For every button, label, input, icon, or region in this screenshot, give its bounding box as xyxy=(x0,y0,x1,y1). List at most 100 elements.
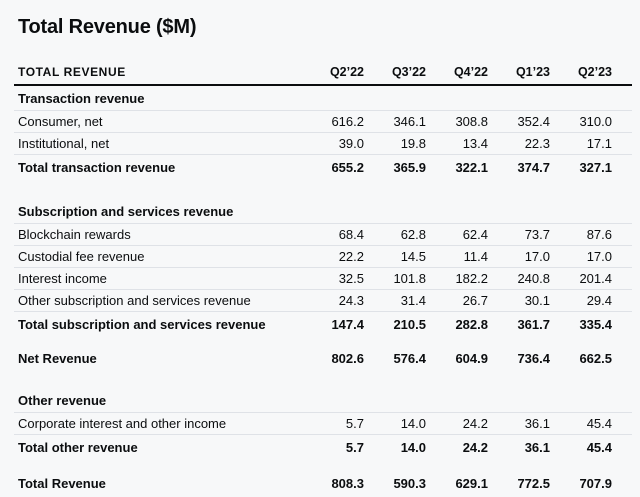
cell-value: 11.4 xyxy=(463,249,488,264)
cell-value: 308.8 xyxy=(455,114,488,129)
row-label: Blockchain rewards xyxy=(18,227,131,242)
cell-value: 629.1 xyxy=(455,475,488,491)
section-heading-label: Subscription and services revenue xyxy=(18,203,234,219)
section-spacer xyxy=(14,370,632,388)
cell-value: 22.2 xyxy=(338,249,364,264)
cell-value: 322.1 xyxy=(455,159,488,175)
cell-value: 604.9 xyxy=(455,350,488,366)
row-label: Custodial fee revenue xyxy=(18,249,145,264)
cell-value: 327.1 xyxy=(579,159,612,175)
column-header-q3-22: Q3’22 xyxy=(391,65,426,79)
cell-value: 14.0 xyxy=(400,416,426,431)
cell-value: 201.4 xyxy=(579,271,612,286)
table-row-blockchain-rewards: Blockchain rewards 68.4 62.8 62.4 73.7 8… xyxy=(14,224,632,246)
table-row-institutional-net: Institutional, net 39.0 19.8 13.4 22.3 1… xyxy=(14,133,632,155)
page-title: Total Revenue ($M) xyxy=(18,16,197,38)
cell-value: 87.6 xyxy=(586,227,612,242)
cell-value: 210.5 xyxy=(393,316,426,332)
section-heading-label: Transaction revenue xyxy=(18,90,145,106)
cell-value: 19.8 xyxy=(400,136,426,151)
cell-value: 5.7 xyxy=(345,439,364,455)
cell-value: 31.4 xyxy=(400,293,426,308)
cell-value: 655.2 xyxy=(331,159,364,175)
cell-value: 36.1 xyxy=(524,439,550,455)
cell-value: 24.2 xyxy=(462,439,488,455)
row-label: Total other revenue xyxy=(18,439,138,455)
table-row-net-revenue: Net Revenue 802.6 576.4 604.9 736.4 662.… xyxy=(14,346,632,370)
row-label: Total Revenue xyxy=(18,475,106,491)
cell-value: 772.5 xyxy=(517,475,550,491)
cell-value: 45.4 xyxy=(586,439,612,455)
row-label: Total transaction revenue xyxy=(18,159,176,175)
column-header-q1-23: Q1’23 xyxy=(515,65,550,79)
cell-value: 365.9 xyxy=(393,159,426,175)
section-heading-label: Other revenue xyxy=(18,392,107,408)
table-row-total-revenue: Total Revenue 808.3 590.3 629.1 772.5 70… xyxy=(14,471,632,495)
row-label: Interest income xyxy=(18,271,107,286)
cell-value: 17.0 xyxy=(524,249,550,264)
cell-value: 62.4 xyxy=(462,227,488,242)
section-heading-transaction-revenue: Transaction revenue xyxy=(14,86,632,111)
cell-value: 101.8 xyxy=(393,271,426,286)
cell-value: 808.3 xyxy=(331,475,364,491)
cell-value: 32.5 xyxy=(338,271,364,286)
cell-value: 68.4 xyxy=(338,227,364,242)
cell-value: 26.7 xyxy=(462,293,488,308)
cell-value: 17.1 xyxy=(586,136,612,151)
table-header-label: TOTAL REVENUE xyxy=(18,65,126,79)
cell-value: 590.3 xyxy=(393,475,426,491)
cell-value: 802.6 xyxy=(331,350,364,366)
cell-value: 310.0 xyxy=(579,114,612,129)
cell-value: 662.5 xyxy=(579,350,612,366)
cell-value: 17.0 xyxy=(586,249,612,264)
revenue-report: Total Revenue ($M) TOTAL REVENUE Q2’22 Q… xyxy=(14,0,632,495)
table-row-total-other-revenue: Total other revenue 5.7 14.0 24.2 36.1 4… xyxy=(14,435,632,459)
table-row-total-subscription-services: Total subscription and services revenue … xyxy=(14,312,632,336)
cell-value: 29.4 xyxy=(586,293,612,308)
section-spacer xyxy=(14,179,632,199)
cell-value: 240.8 xyxy=(517,271,550,286)
cell-value: 45.4 xyxy=(586,416,612,431)
cell-value: 361.7 xyxy=(517,316,550,332)
cell-value: 14.0 xyxy=(400,439,426,455)
table-row-other-subscription-services: Other subscription and services revenue … xyxy=(14,290,632,312)
cell-value: 616.2 xyxy=(331,114,364,129)
cell-value: 62.8 xyxy=(400,227,426,242)
cell-value: 736.4 xyxy=(517,350,550,366)
cell-value: 36.1 xyxy=(524,416,550,431)
row-label: Consumer, net xyxy=(18,114,103,129)
cell-value: 24.2 xyxy=(462,416,488,431)
table-row-custodial-fee-revenue: Custodial fee revenue 22.2 14.5 11.4 17.… xyxy=(14,246,632,268)
table-row-consumer-net: Consumer, net 616.2 346.1 308.8 352.4 31… xyxy=(14,111,632,133)
cell-value: 335.4 xyxy=(579,316,612,332)
table-row-corporate-interest: Corporate interest and other income 5.7 … xyxy=(14,413,632,435)
row-label: Institutional, net xyxy=(18,136,110,151)
section-heading-other-revenue: Other revenue xyxy=(14,388,632,413)
cell-value: 39.0 xyxy=(338,136,364,151)
cell-value: 182.2 xyxy=(455,271,488,286)
cell-value: 73.7 xyxy=(524,227,550,242)
cell-value: 147.4 xyxy=(331,316,364,332)
section-spacer xyxy=(14,336,632,346)
cell-value: 346.1 xyxy=(393,114,426,129)
cell-value: 5.7 xyxy=(345,416,364,431)
section-heading-subscription-services: Subscription and services revenue xyxy=(14,199,632,224)
table-row-interest-income: Interest income 32.5 101.8 182.2 240.8 2… xyxy=(14,268,632,290)
column-header-q2-22: Q2’22 xyxy=(329,65,364,79)
column-header-q4-22: Q4’22 xyxy=(453,65,488,79)
column-header-q2-23: Q2’23 xyxy=(577,65,612,79)
cell-value: 576.4 xyxy=(393,350,426,366)
cell-value: 13.4 xyxy=(462,136,488,151)
row-label: Total subscription and services revenue xyxy=(18,316,266,332)
cell-value: 14.5 xyxy=(400,249,426,264)
cell-value: 374.7 xyxy=(517,159,550,175)
section-spacer xyxy=(14,459,632,471)
cell-value: 707.9 xyxy=(579,475,612,491)
row-label: Other subscription and services revenue xyxy=(18,293,251,308)
table-row-total-transaction-revenue: Total transaction revenue 655.2 365.9 32… xyxy=(14,155,632,179)
cell-value: 282.8 xyxy=(455,316,488,332)
cell-value: 24.3 xyxy=(338,293,364,308)
cell-value: 22.3 xyxy=(524,136,550,151)
cell-value: 30.1 xyxy=(524,293,550,308)
revenue-table: TOTAL REVENUE Q2’22 Q3’22 Q4’22 Q1’23 Q2… xyxy=(14,60,632,495)
